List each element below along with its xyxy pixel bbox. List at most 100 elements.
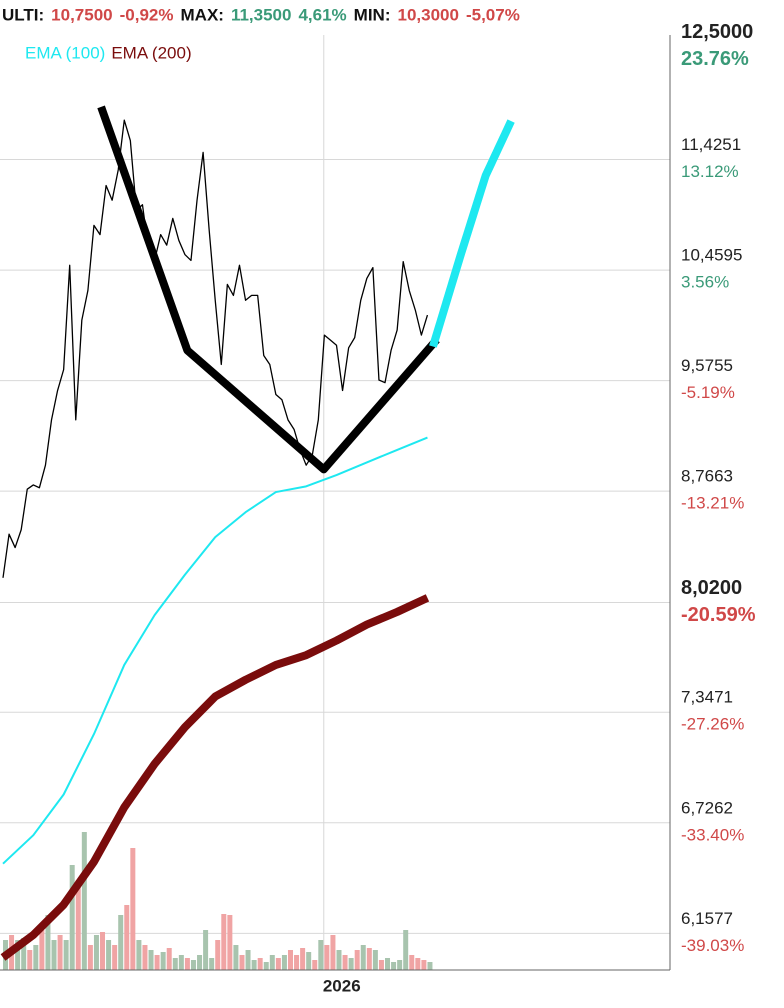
volume-bar (336, 950, 342, 970)
volume-bar (21, 938, 27, 970)
volume-bar (397, 960, 403, 970)
volume-bar (415, 958, 421, 970)
volume-bar (263, 962, 269, 970)
volume-bar (81, 832, 87, 970)
header-value: 11,3500 (231, 5, 292, 24)
y-tick-change-label: 23.76% (681, 48, 749, 70)
volume-bar (409, 955, 415, 970)
volume-bar (281, 955, 287, 970)
volume-bar (245, 950, 251, 970)
volume-bar (197, 955, 203, 970)
volume-bar (421, 960, 427, 970)
volume-bar (160, 952, 166, 970)
volume-bar (294, 955, 300, 970)
legend-entry: EMA (100) (25, 43, 105, 62)
volume-bar (33, 945, 39, 970)
y-tick-label: 6,1577 (681, 909, 733, 928)
volume-bar (403, 930, 409, 970)
volume-bar (227, 915, 233, 970)
volume-bar (75, 880, 81, 970)
volume-bar (172, 958, 178, 970)
header-change: -0,92% (120, 5, 174, 24)
volume-bar (348, 958, 354, 970)
volume-bar (100, 932, 106, 970)
volume-bar (45, 915, 51, 970)
axis-labels: 12,5000 23.76% 11,4251 13.12% 10,4595 3.56% 9,… (323, 21, 756, 995)
volume-bar (269, 955, 275, 970)
volume-bar (15, 940, 21, 970)
volume-bar (324, 945, 330, 970)
legend: EMA (100) EMA (200) (25, 43, 192, 62)
header-label: MIN: (354, 5, 391, 24)
volume-bar (63, 940, 69, 970)
volume-bar (257, 958, 263, 970)
volume-bar (136, 940, 142, 970)
header-value: 10,7500 (51, 5, 112, 24)
ema-line (0, 594, 430, 961)
volume-bar (148, 950, 154, 970)
y-tick-change-label: -27.26% (681, 715, 744, 734)
volume-bar (427, 962, 433, 970)
volume-bar (69, 865, 75, 970)
volume-bar (385, 958, 391, 970)
y-tick-change-label: -20.59% (681, 604, 756, 626)
y-tick-label: 6,7262 (681, 798, 733, 817)
y-tick-label: 7,3471 (681, 688, 733, 707)
y-tick-change-label: -13.21% (681, 494, 744, 513)
volume-bar (215, 940, 221, 970)
volume-bar (203, 930, 209, 970)
lines (0, 105, 516, 961)
ema-line (2, 436, 428, 865)
volume-bar (118, 915, 124, 970)
y-tick-label: 10,4595 (681, 246, 742, 265)
volume-bar (142, 945, 148, 970)
volume-bar (57, 935, 63, 970)
volume-bar (209, 958, 215, 970)
price-line (2, 119, 429, 578)
y-tick-label: 9,5755 (681, 356, 733, 375)
y-tick-change-label: -33.40% (681, 825, 744, 844)
volume-bar (221, 914, 227, 970)
volume-bar (178, 955, 184, 970)
volume-bar (287, 950, 293, 970)
volume-bar (378, 960, 384, 970)
volume-bar (106, 940, 112, 970)
header-label: ULTI: (2, 5, 44, 24)
volume-bar (342, 955, 348, 970)
volume-bar (312, 960, 318, 970)
y-tick-change-label: 3.56% (681, 273, 729, 292)
volume-bar (190, 960, 196, 970)
volume-bar (372, 950, 378, 970)
y-tick-change-label: 13.12% (681, 162, 739, 181)
legend-entry: EMA (200) (111, 43, 191, 62)
y-tick-label: 12,5000 (681, 21, 753, 43)
volume-bar (93, 935, 99, 970)
grid (0, 35, 670, 970)
volume-bar (87, 945, 93, 970)
volume-bar (391, 962, 397, 970)
volume-bar (366, 948, 372, 970)
volume-bar (239, 955, 245, 970)
volume-bar (318, 940, 324, 970)
volume-bar (300, 948, 306, 970)
header-change: -5,07% (466, 5, 520, 24)
drawing-line (97, 105, 440, 474)
drawing-line (429, 116, 516, 348)
volume-bar (124, 905, 130, 970)
y-tick-change-label: -5.19% (681, 383, 735, 402)
volume-bar (233, 945, 239, 970)
volume-bar (306, 952, 312, 970)
volume-bar (354, 950, 360, 970)
y-tick-label: 8,0200 (681, 577, 742, 599)
y-tick-label: 11,4251 (681, 135, 741, 154)
y-tick-label: 8,7663 (681, 467, 733, 486)
volume-bar (112, 945, 118, 970)
volume-bar (166, 948, 172, 970)
y-tick-change-label: -39.03% (681, 936, 744, 955)
volume-bar (330, 935, 336, 970)
header-change: 4,61% (298, 5, 346, 24)
header-value: 10,3000 (398, 5, 459, 24)
volume-bar (360, 945, 366, 970)
